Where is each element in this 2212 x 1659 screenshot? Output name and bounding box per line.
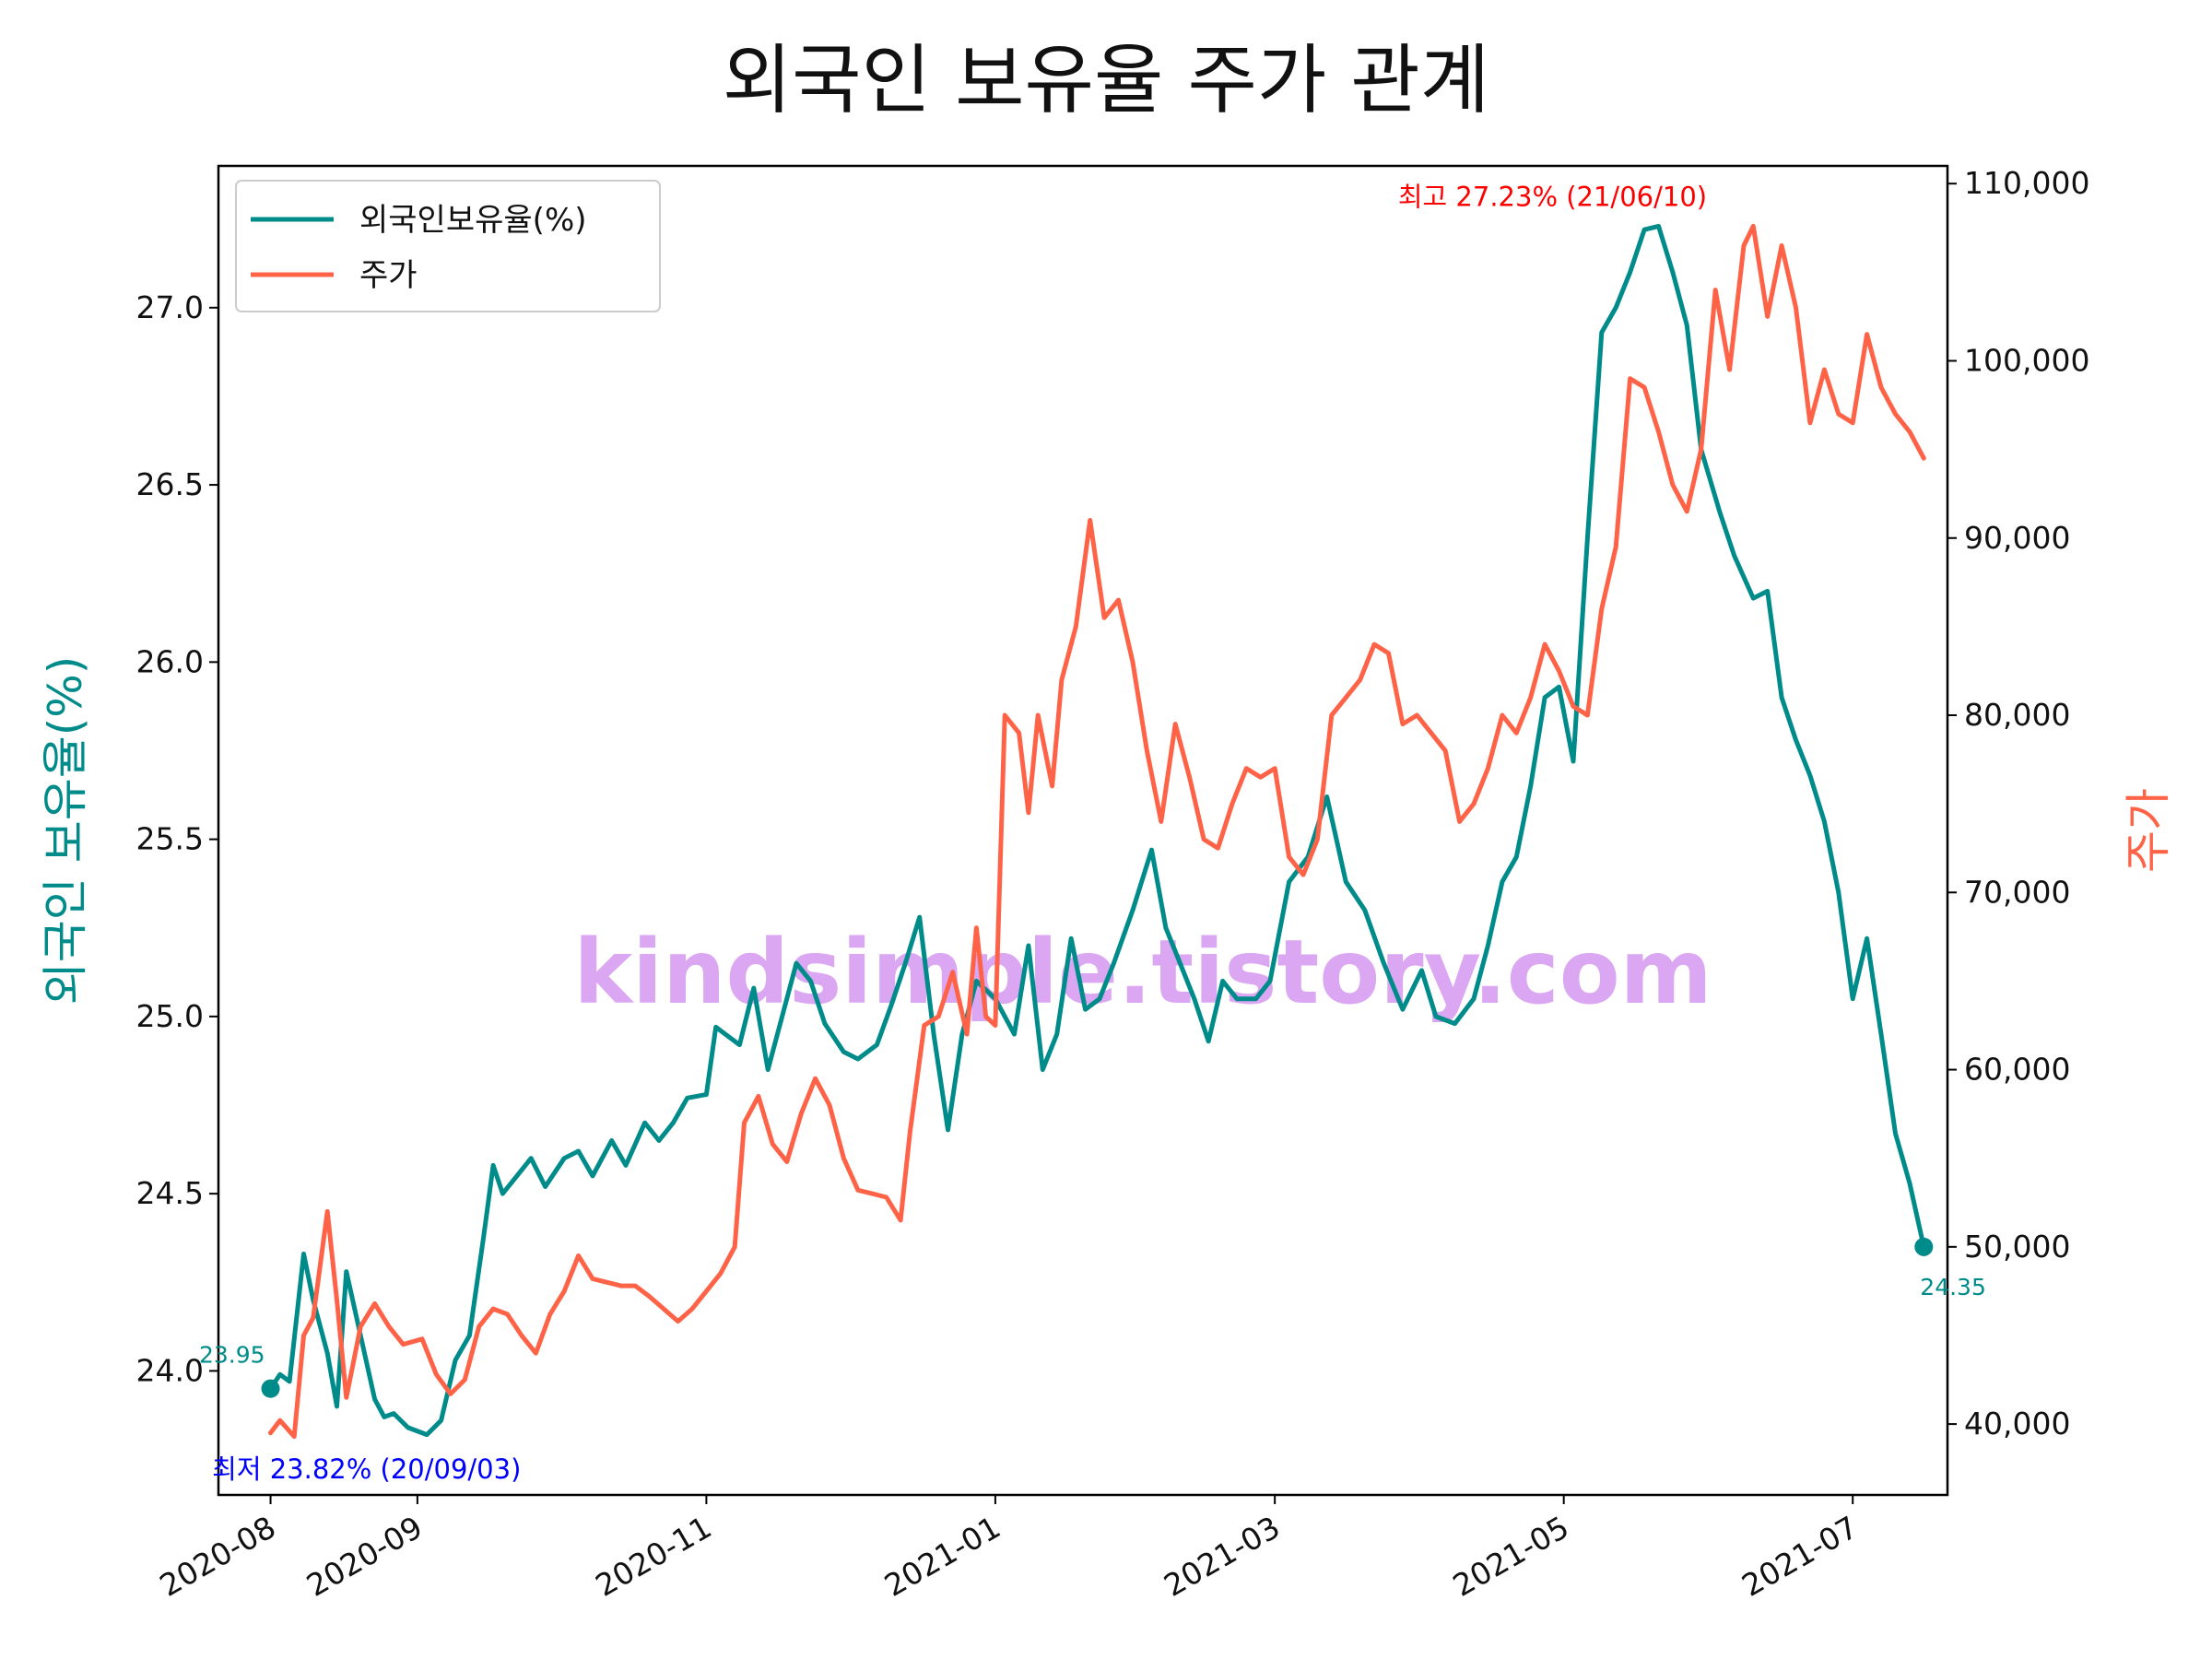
legend-box: [235, 180, 661, 312]
price-series-line: [268, 223, 1926, 1440]
start-point-marker: [261, 1379, 280, 1398]
left-y-tick-label: 24.0: [136, 1352, 204, 1388]
left-y-tick-label: 26.5: [136, 466, 204, 502]
x-tick-label: 2021-07: [1735, 1509, 1864, 1604]
watermark: kindsimple.tistory.com: [573, 921, 1712, 1024]
legend-label-price: 주가: [359, 257, 418, 294]
left-y-tick-label: 25.0: [136, 998, 204, 1034]
max-annotation: 최고 27.23% (21/06/10): [1398, 181, 1707, 212]
x-tick-label: 2021-03: [1158, 1509, 1286, 1604]
x-tick-label: 2020-09: [300, 1509, 429, 1604]
right-y-tick-label: 40,000: [1964, 1406, 2070, 1441]
right-y-tick-label: 80,000: [1964, 697, 2070, 733]
right-y-axis-label: 주가: [2122, 788, 2175, 873]
right-y-tick-label: 60,000: [1964, 1052, 2070, 1088]
x-tick-label: 2020-11: [589, 1509, 717, 1604]
right-y-tick-label: 70,000: [1964, 874, 2070, 910]
chart-title: 외국인 보유율 주가 관계: [722, 37, 1490, 124]
min-annotation: 최저 23.82% (20/09/03): [212, 1453, 521, 1485]
right-y-tick-label: 50,000: [1964, 1229, 2070, 1265]
end-value-label: 24.35: [1920, 1274, 1986, 1300]
left-y-tick-label: 24.5: [136, 1175, 204, 1211]
left-y-tick-label: 27.0: [136, 289, 204, 325]
x-tick-label: 2020-08: [154, 1509, 282, 1604]
x-tick-label: 2021-01: [878, 1509, 1006, 1604]
left-y-axis-label: 외국인 보유율(%): [39, 656, 92, 1005]
start-value-label: 23.95: [199, 1342, 265, 1369]
right-y-tick-label: 90,000: [1964, 520, 2070, 556]
right-y-tick-label: 100,000: [1964, 342, 2089, 378]
plot-frame: [217, 164, 1949, 1497]
right-y-tick-label: 110,000: [1964, 165, 2089, 201]
end-point-marker: [1914, 1237, 1934, 1256]
left-y-tick-label: 25.5: [136, 821, 204, 857]
x-tick-label: 2021-05: [1447, 1509, 1575, 1604]
ownership-series-line: [268, 223, 1926, 1438]
legend-label-ownership: 외국인보유율(%): [359, 202, 587, 239]
left-y-tick-label: 26.0: [136, 643, 204, 679]
